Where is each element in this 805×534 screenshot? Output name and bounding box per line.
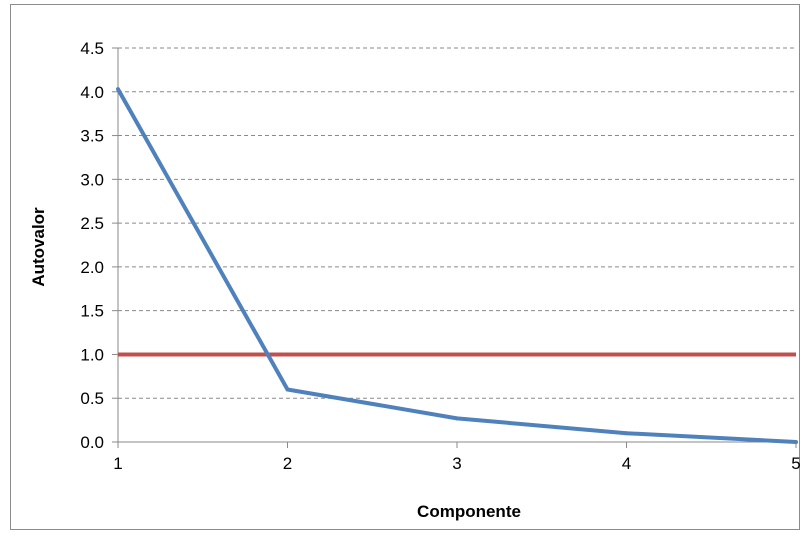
y-tick-label: 0.5 — [80, 389, 104, 408]
data-point — [624, 431, 629, 436]
x-tick-label: 2 — [283, 454, 292, 473]
x-tick-label: 1 — [113, 454, 122, 473]
y-tick-label: 1.0 — [80, 345, 104, 364]
y-tick-label: 2.5 — [80, 214, 104, 233]
y-tick-label: 2.0 — [80, 258, 104, 277]
y-tick-label: 1.5 — [80, 302, 104, 321]
series-line — [116, 88, 797, 444]
y-tick-label: 4.5 — [80, 39, 104, 58]
data-point — [455, 416, 459, 421]
x-axis-title: Componente — [417, 502, 521, 521]
data-point — [116, 87, 120, 92]
x-tick-label: 5 — [791, 454, 800, 473]
y-tick-label: 0.0 — [80, 433, 104, 452]
gridlines — [118, 47, 796, 399]
data-series — [116, 87, 798, 444]
tick-labels: 0.0 0.5 1.0 1.5 2.0 2.5 3.0 3.5 4.0 4.5 1 2 3 4 5 — [80, 39, 800, 473]
y-tick-label: 3.5 — [80, 127, 104, 146]
data-point — [794, 440, 798, 444]
x-tick-label: 3 — [452, 454, 461, 473]
data-point — [285, 387, 290, 392]
y-axis-title: Autovalor — [29, 207, 48, 287]
y-tick-label: 3.0 — [80, 170, 104, 189]
axes — [112, 47, 797, 448]
x-tick-label: 4 — [622, 454, 631, 473]
y-tick-label: 4.0 — [80, 83, 104, 102]
